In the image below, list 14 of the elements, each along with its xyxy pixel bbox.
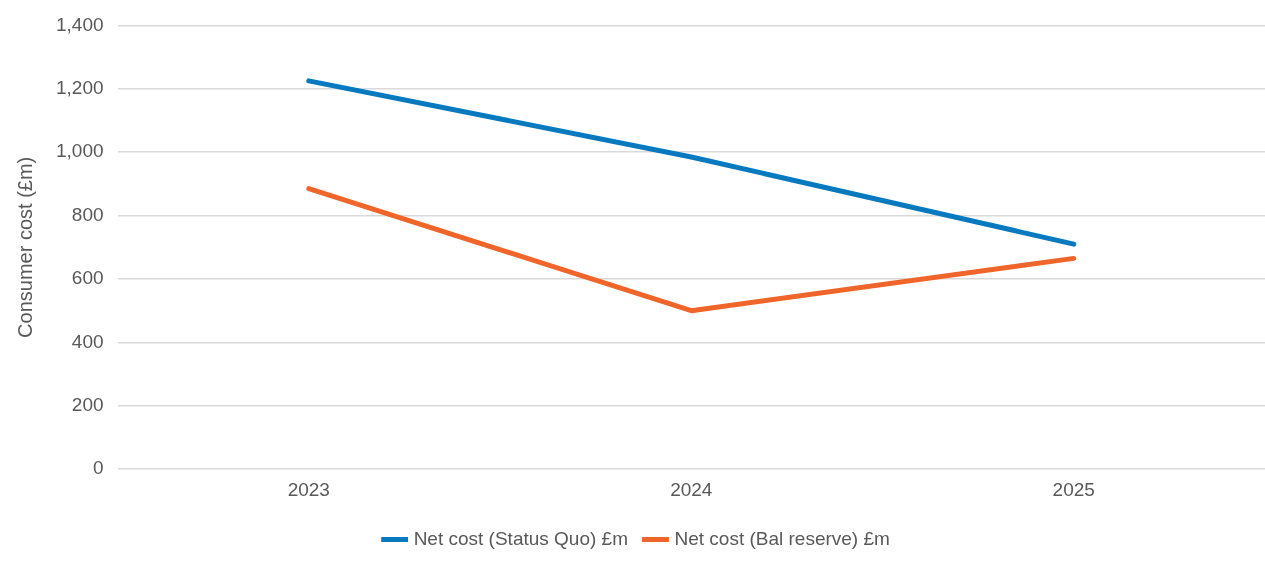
y-tick-label: 0 bbox=[92, 457, 104, 479]
x-tick-label: 2025 bbox=[1052, 478, 1095, 500]
y-tick-label: 800 bbox=[71, 203, 104, 225]
y-tick-label: 200 bbox=[71, 394, 104, 416]
legend-label: Net cost (Status Quo) £m bbox=[413, 527, 628, 549]
y-tick-label: 600 bbox=[71, 267, 104, 289]
y-axis-title: Consumer cost (£m) bbox=[13, 156, 36, 338]
y-tick-label: 400 bbox=[71, 330, 104, 352]
y-tick-label: 1,400 bbox=[56, 13, 104, 35]
x-tick-label: 2024 bbox=[670, 478, 713, 500]
legend-label: Net cost (Bal reserve) £m bbox=[674, 527, 890, 549]
y-tick-label: 1,200 bbox=[56, 77, 104, 99]
x-tick-label: 2023 bbox=[287, 478, 330, 500]
y-tick-label: 1,000 bbox=[56, 140, 104, 162]
